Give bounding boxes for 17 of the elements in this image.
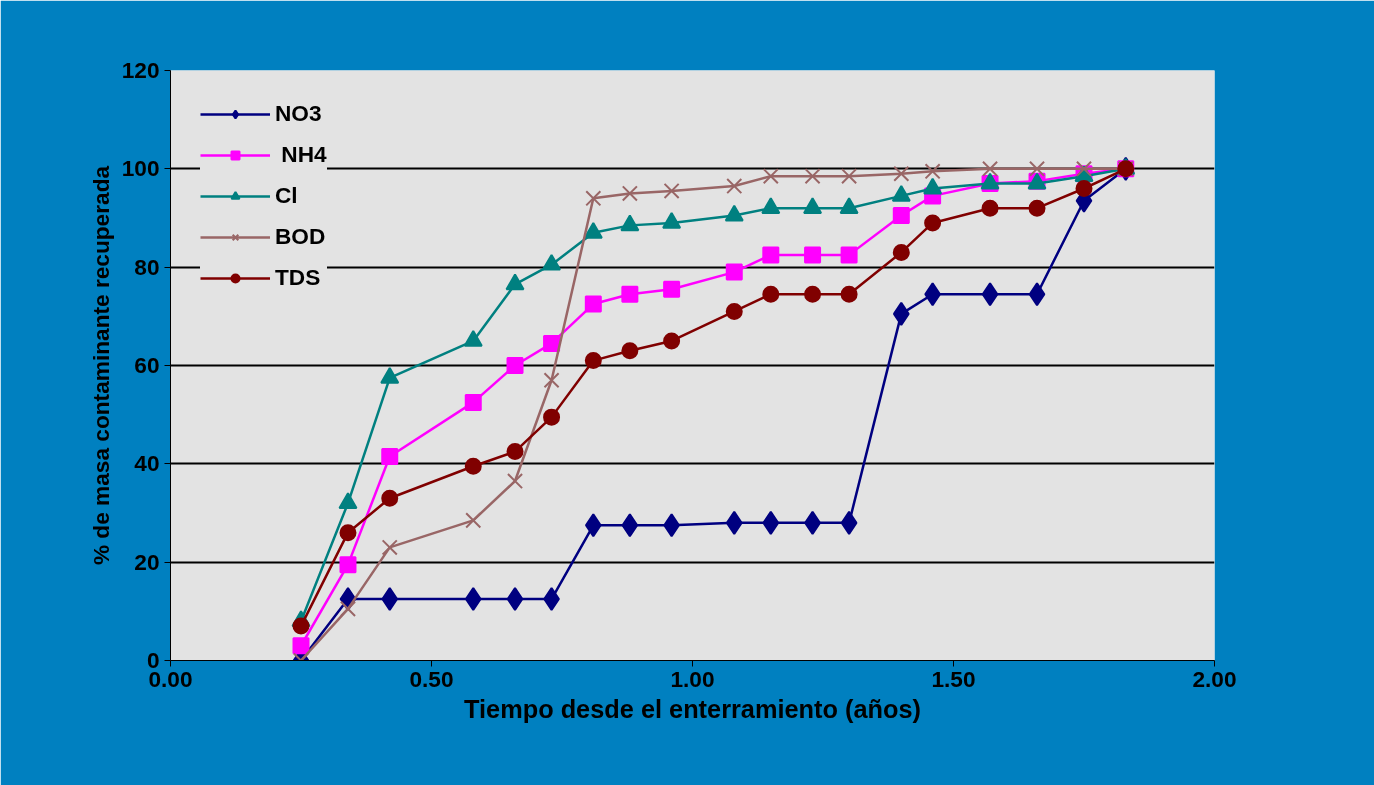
legend-label: NH4 bbox=[280, 141, 327, 168]
legend-label: NO3 bbox=[275, 100, 322, 127]
legend-label: Cl bbox=[275, 182, 298, 209]
legend-label: BOD bbox=[275, 223, 326, 250]
x-tick-label: 1.00 bbox=[670, 665, 715, 692]
y-tick-label: 120 bbox=[121, 57, 160, 83]
y-tick-label: 80 bbox=[134, 253, 160, 280]
y-tick-label: 60 bbox=[134, 352, 160, 378]
y-tick-label: 40 bbox=[134, 450, 160, 477]
legend-label: TDS bbox=[275, 264, 321, 291]
x-tick-label: 2.00 bbox=[1192, 665, 1237, 692]
x-tick-label: 0.50 bbox=[409, 665, 454, 692]
y-tick-label: 20 bbox=[134, 548, 160, 575]
y-axis-title: % de masa contaminante recuperada bbox=[87, 165, 114, 566]
y-tick-label: 100 bbox=[121, 155, 160, 182]
x-tick-label: 1.50 bbox=[931, 665, 976, 692]
x-axis-title: Tiempo desde el enterramiento (años) bbox=[464, 694, 921, 723]
